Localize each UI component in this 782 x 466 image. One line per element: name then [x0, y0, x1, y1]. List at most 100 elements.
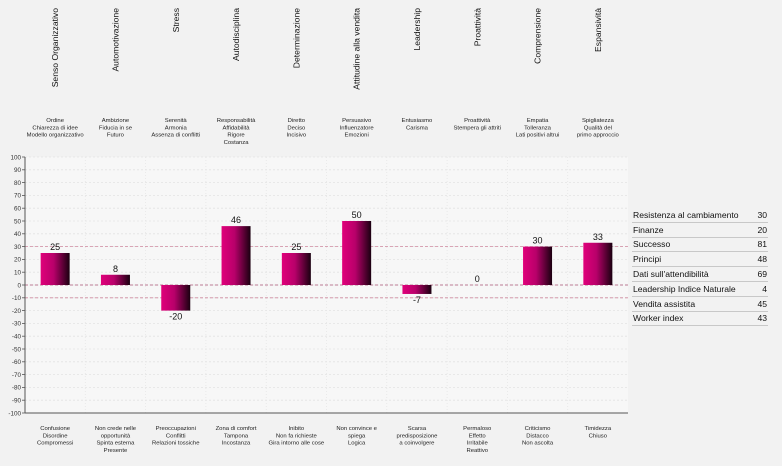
negative-description: Chiuso: [589, 433, 608, 439]
value-label: 0: [475, 274, 480, 284]
bar: [100, 274, 130, 285]
side-row-vendita-assistita: Vendita assistita 45: [632, 297, 768, 312]
negative-description: Timidezza: [585, 426, 612, 432]
negative-description: Spinta esterna: [96, 441, 135, 447]
positive-description: Stempera gli attriti: [454, 125, 501, 131]
positive-description: Tolleranza: [524, 125, 552, 131]
positive-description: primo approccio: [577, 133, 620, 139]
side-row-value: 48: [757, 254, 767, 265]
bar: [161, 285, 191, 311]
y-tick-label: -30: [12, 321, 22, 328]
value-label: 25: [50, 242, 60, 252]
negative-description: Scarsa: [408, 426, 427, 432]
side-row-label: Dati sull'attendibilità: [633, 269, 709, 280]
positive-description: Deciso: [287, 125, 306, 131]
side-row-worker-index: Worker index 43: [632, 312, 768, 327]
negative-description: Effetto: [469, 433, 487, 439]
positive-description: Assenza di conflitti: [151, 133, 200, 139]
negative-description: Non fa richieste: [276, 433, 318, 439]
side-row-value: 30: [757, 209, 767, 220]
side-row-value: 4: [762, 283, 767, 294]
value-label: 46: [231, 215, 241, 225]
positive-description: Carisma: [406, 125, 429, 131]
y-tick-label: 70: [14, 193, 22, 200]
side-row-label: Successo: [633, 239, 671, 250]
positive-description: Futuro: [107, 133, 125, 139]
negative-description: Relazioni tossiche: [152, 441, 200, 447]
negative-description: Compromessi: [37, 441, 73, 447]
y-tick-label: 50: [14, 218, 22, 225]
value-label: 33: [593, 232, 603, 242]
negative-description: Confusione: [40, 426, 71, 432]
negative-description: Tampona: [224, 433, 249, 439]
y-tick-label: -80: [12, 385, 22, 392]
y-tick-label: 90: [14, 167, 22, 174]
negative-description: Permaloso: [463, 426, 492, 432]
negative-description: Presente: [104, 448, 128, 454]
positive-description: Affidabilità: [223, 125, 251, 131]
side-row-finanze: Finanze 20: [632, 223, 768, 238]
y-tick-label: -40: [12, 334, 22, 341]
positive-description: Persuasivo: [342, 118, 372, 124]
y-tick-label: 20: [14, 257, 22, 264]
side-row-label: Leadership Indice Naturale: [633, 283, 736, 294]
category-label: Stress: [171, 8, 181, 32]
negative-description: Non crede nelle: [95, 426, 137, 432]
negative-description: Reattivo: [466, 448, 488, 454]
positive-description: Ordine: [46, 118, 64, 124]
positive-description: Empatia: [527, 118, 549, 124]
category-label: Leadership: [412, 8, 422, 51]
positive-description: Incisivo: [287, 133, 307, 139]
y-tick-label: 100: [10, 154, 21, 161]
positive-description: Diretto: [288, 118, 306, 124]
y-tick-label: -10: [12, 295, 22, 302]
y-tick-label: 60: [14, 206, 22, 213]
positive-description: Modello organizzativo: [27, 133, 85, 139]
positive-description: Ambizione: [102, 118, 130, 124]
y-tick-label: -50: [12, 346, 22, 353]
category-label: Autodisciplina: [231, 8, 241, 61]
negative-description: a coinvolgere: [399, 441, 435, 447]
side-row-value: 69: [757, 269, 767, 280]
y-tick-label: -60: [12, 359, 22, 366]
positive-description: Rigore: [227, 133, 245, 139]
negative-description: predisposizione: [396, 433, 438, 439]
side-row-value: 81: [757, 239, 767, 250]
category-label: Espansività: [593, 8, 603, 52]
negative-description: Zona di comfort: [216, 426, 257, 432]
bar: [281, 253, 311, 285]
side-row-label: Resistenza al cambiamento: [633, 209, 739, 220]
y-tick-label: 10: [14, 270, 22, 277]
side-row-label: Vendita assistita: [633, 298, 696, 309]
value-label: 50: [352, 210, 362, 220]
value-label: 30: [533, 236, 543, 246]
value-label: -20: [169, 312, 182, 322]
positive-description: Spigliatezza: [582, 118, 614, 124]
positive-description: Serenità: [165, 118, 188, 124]
category-label: Comprensione: [533, 8, 543, 64]
bar: [221, 226, 251, 285]
category-label: Automotivazione: [110, 8, 120, 72]
category-label: Senso Organizzativo: [50, 8, 60, 88]
y-tick-label: -100: [8, 410, 21, 417]
y-tick-label: 0: [17, 282, 21, 289]
category-label: Determinazione: [291, 8, 301, 68]
positive-description: Armonia: [165, 125, 188, 131]
side-row-label: Principi: [633, 254, 662, 265]
negative-description: Irritabile: [467, 441, 489, 447]
y-tick-label: -20: [12, 308, 22, 315]
negative-description: opportunità: [101, 433, 131, 439]
y-tick-label: 30: [14, 244, 22, 251]
positive-description: Costanza: [224, 140, 250, 146]
positive-description: Proattività: [464, 118, 491, 124]
side-row-successo: Successo 81: [632, 238, 768, 253]
bar: [523, 246, 553, 285]
negative-description: Incostanza: [222, 441, 251, 447]
negative-description: Disordine: [43, 433, 69, 439]
bar: [402, 285, 432, 294]
y-tick-label: 40: [14, 231, 22, 238]
positive-description: Fiducia in se: [99, 125, 133, 131]
positive-description: Chiarezza di idee: [32, 125, 78, 131]
positive-description: Entusiasmo: [402, 118, 434, 124]
